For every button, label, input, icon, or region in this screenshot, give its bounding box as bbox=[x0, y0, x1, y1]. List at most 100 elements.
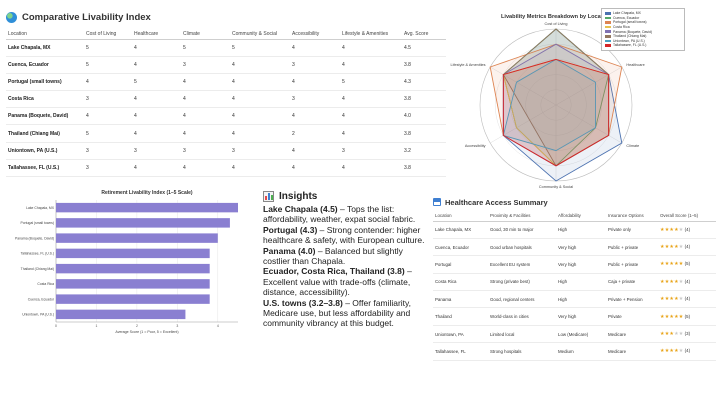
score-cell: 3 bbox=[230, 142, 290, 160]
overall-score-cell: ★★★★★ (4) bbox=[658, 290, 716, 309]
legend-swatch bbox=[605, 34, 611, 38]
score-cell: 4 bbox=[230, 159, 290, 178]
proximity-cell: Limited local bbox=[488, 325, 556, 344]
legend-swatch bbox=[605, 39, 611, 43]
insurance-cell: Private bbox=[606, 307, 658, 326]
score-cell: 2 bbox=[290, 124, 340, 143]
insight-item: U.S. towns (3.2–3.8) – Offer familiarity… bbox=[263, 298, 428, 329]
livability-col-header: Accessibility bbox=[290, 29, 340, 40]
livability-table-head-row: Location Cost of Living Healthcare Climate C… bbox=[6, 29, 446, 40]
star-icon: ★ bbox=[669, 348, 675, 355]
score-cell: 3 bbox=[84, 142, 132, 160]
star-rating: ★★★★★ bbox=[660, 296, 683, 302]
legend-item: Portugal (small towns) bbox=[605, 20, 681, 25]
location-cell: Lake Chapala, MX bbox=[6, 39, 84, 57]
star-rating: ★★★★★ bbox=[660, 227, 683, 233]
score-cell: 4 bbox=[290, 159, 340, 178]
bar-x-tick-label: 2 bbox=[136, 324, 138, 328]
proximity-cell: Strong (private best) bbox=[488, 273, 556, 292]
location-cell: Costa Rica bbox=[433, 273, 488, 292]
affordability-cell: Very high bbox=[556, 238, 606, 257]
score-cell: 3 bbox=[84, 159, 132, 178]
score-cell: 4 bbox=[340, 107, 402, 126]
legend-label: Cuenca, Ecuador bbox=[613, 15, 640, 20]
score-cell: 4 bbox=[181, 159, 230, 178]
table-row: Thailand (Chiang Mai) 5 4 4 4 2 4 3.8 bbox=[6, 124, 446, 143]
livability-table: Location Cost of Living Healthcare Climate C… bbox=[6, 29, 446, 178]
insight-heading: U.S. towns (3.2–3.8) bbox=[263, 297, 343, 308]
bar bbox=[56, 309, 186, 320]
legend-item: Costa Rica bbox=[605, 25, 681, 30]
score-cell: 5 bbox=[84, 39, 132, 57]
star-icon: ★ bbox=[660, 261, 665, 268]
star-icon: ★ bbox=[674, 261, 679, 268]
star-icon: ★ bbox=[664, 348, 670, 355]
proximity-cell: Good, 30 min to major bbox=[488, 221, 556, 239]
bar bbox=[56, 248, 210, 259]
star-icon: ★ bbox=[664, 278, 670, 285]
location-cell: Lake Chapala, MX bbox=[433, 221, 488, 239]
legend-item: Panama (Boquete, David) bbox=[605, 29, 681, 34]
healthcare-table-header: Healthcare Access Summary bbox=[433, 196, 716, 208]
bar-category-label: Costa Rica bbox=[37, 282, 54, 286]
star-icon: ★ bbox=[669, 331, 675, 338]
star-icon: ★ bbox=[664, 244, 670, 251]
legend-item: Cuenca, Ecuador bbox=[605, 16, 681, 21]
star-icon: ★ bbox=[669, 278, 675, 285]
insight-heading: Ecuador, Costa Rica, Thailand (3.8) bbox=[263, 266, 405, 277]
radar-axis-line bbox=[490, 104, 557, 144]
legend-item: Uniontown, PA (U.S.) bbox=[605, 39, 681, 44]
score-cell: 4.0 bbox=[402, 107, 446, 126]
table-row: Tallahassee, FL (U.S.) 3 4 4 4 4 4 3.8 bbox=[6, 159, 446, 178]
radar-series-polygon bbox=[502, 58, 596, 152]
overall-score-cell: ★★★★★ (5) bbox=[658, 307, 716, 326]
score-cell: 3.8 bbox=[402, 159, 446, 178]
score-label: (5) bbox=[684, 261, 691, 267]
score-cell: 5 bbox=[230, 39, 290, 57]
legend-label: Lake Chapala, MX bbox=[613, 11, 641, 16]
insight-heading: Portugal (4.3) bbox=[263, 224, 318, 235]
legend-swatch bbox=[605, 44, 611, 47]
star-rating: ★★★★★ bbox=[660, 314, 683, 320]
score-label: (5) bbox=[684, 313, 691, 319]
score-cell: 4 bbox=[230, 73, 290, 92]
star-icon: ★ bbox=[660, 278, 665, 285]
radar-axis-line bbox=[555, 66, 622, 106]
chart-icon bbox=[263, 190, 274, 202]
score-cell: 3 bbox=[181, 142, 230, 160]
score-cell: 4 bbox=[290, 107, 340, 126]
star-icon: ★ bbox=[660, 296, 665, 303]
score-cell: 3.8 bbox=[402, 90, 446, 109]
score-cell: 3 bbox=[181, 56, 230, 74]
legend-label: Portugal (small towns) bbox=[613, 20, 647, 25]
overall-score-cell: ★★★★★ (4) bbox=[658, 273, 716, 292]
legend-label: Tallahassee, FL (U.S.) bbox=[613, 43, 647, 48]
bar-category-label: Tallahassee, FL (U.S.) bbox=[21, 252, 54, 256]
radar-legend: Lake Chapala, MX Cuenca, Ecuador Portugal … bbox=[601, 8, 685, 51]
score-cell: 4 bbox=[84, 73, 132, 92]
livability-table-panel: Comparative Livability Index Location Cos… bbox=[6, 8, 446, 178]
affordability-cell: High bbox=[556, 221, 606, 239]
livability-table-title: Comparative Livability Index bbox=[22, 11, 151, 23]
healthcare-table-panel: Healthcare Access Summary Location Proxim… bbox=[433, 196, 716, 361]
livability-table-header: Comparative Livability Index bbox=[6, 8, 446, 26]
star-rating: ★★★★★ bbox=[660, 244, 683, 250]
insight-heading: Panama (4.0) bbox=[263, 245, 316, 256]
score-cell: 4 bbox=[230, 107, 290, 126]
star-icon: ★ bbox=[669, 261, 675, 268]
location-cell: Cuenca, Ecuador bbox=[433, 238, 488, 257]
score-cell: 4 bbox=[230, 56, 290, 74]
score-label: (4) bbox=[684, 296, 691, 302]
star-icon: ★ bbox=[660, 226, 665, 233]
star-rating: ★★★★★ bbox=[660, 279, 683, 285]
table-row: Tallahassee, FL Strong hospitals Medium Med… bbox=[433, 342, 716, 361]
location-cell: Costa Rica bbox=[6, 90, 84, 109]
table-row: Thailand World-class in cities Very high Pr… bbox=[433, 307, 716, 326]
insurance-cell: Public + private bbox=[606, 238, 658, 257]
score-cell: 4 bbox=[340, 56, 402, 74]
insights-header: Insights bbox=[263, 189, 428, 203]
table-row: Portugal (small towns) 4 5 4 4 4 5 4.3 bbox=[6, 73, 446, 92]
insights-list: Lake Chapala (4.5) – Tops the list: affo… bbox=[263, 204, 428, 329]
bar-chart-icon bbox=[433, 198, 441, 206]
livability-col-header: Avg. Score bbox=[402, 29, 446, 40]
